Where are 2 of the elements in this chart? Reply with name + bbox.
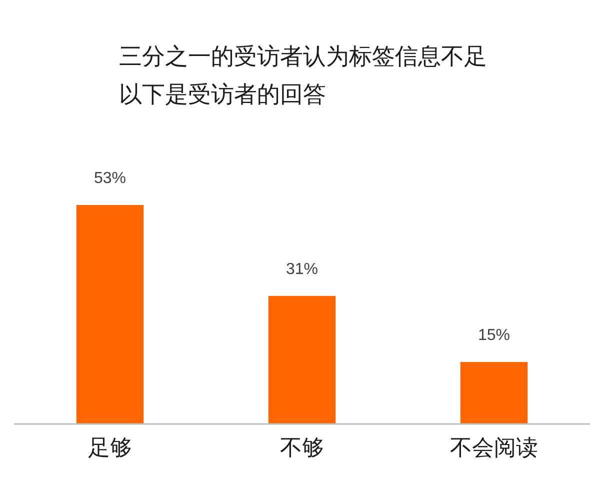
- title: 三分之一的受访者认为标签信息不足: [119, 44, 487, 69]
- subtitle: 以下是受访者的回答: [119, 82, 326, 107]
